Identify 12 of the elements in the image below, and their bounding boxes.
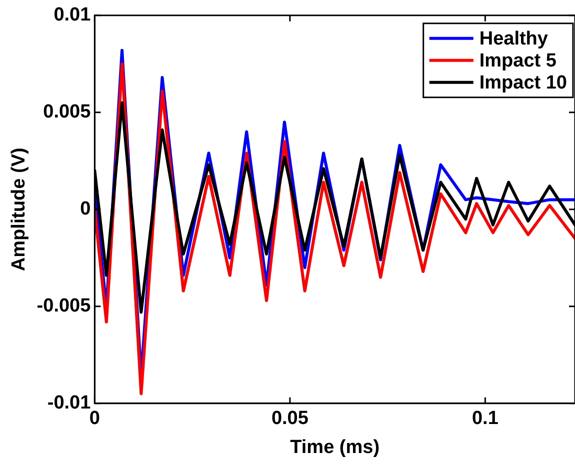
x-tick-label: 0.1 — [472, 408, 499, 430]
y-tick-label: 0.01 — [54, 4, 92, 26]
legend-label: Impact 10 — [479, 72, 568, 94]
y-tick-label: 0 — [80, 198, 91, 220]
x-axis-title: Time (ms) — [290, 436, 380, 458]
y-axis-title: Amplitude (V) — [8, 148, 30, 272]
y-tick-label: -0.005 — [36, 296, 92, 317]
y-tick-label: 0.005 — [43, 102, 92, 123]
y-tick-label: -0.01 — [47, 392, 92, 414]
x-tick-label: 0.05 — [271, 408, 309, 430]
legend-label: Healthy — [479, 28, 548, 50]
legend-label: Impact 5 — [479, 50, 557, 72]
